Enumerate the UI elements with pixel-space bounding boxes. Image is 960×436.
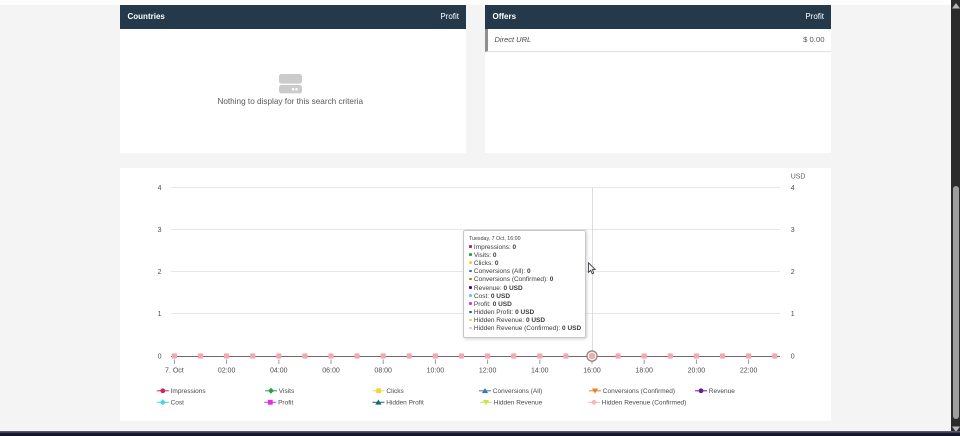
svg-text:06:00: 06:00 xyxy=(322,368,340,375)
svg-text:Visits: Visits xyxy=(279,388,295,395)
svg-text:3: 3 xyxy=(158,227,162,234)
svg-text:7. Oct: 7. Oct xyxy=(165,368,184,375)
svg-text:20:00: 20:00 xyxy=(688,368,706,375)
svg-text:2: 2 xyxy=(158,269,162,276)
svg-text:Hidden Revenue (Confirmed): Hidden Revenue (Confirmed) xyxy=(602,400,687,407)
svg-text:4: 4 xyxy=(791,185,795,192)
svg-text:Hidden Revenue: Hidden Revenue xyxy=(494,400,543,407)
svg-text:Profit: Profit xyxy=(278,400,293,407)
svg-text:3: 3 xyxy=(791,227,795,234)
svg-text:Cost: Cost xyxy=(171,400,185,407)
svg-text:10:00: 10:00 xyxy=(427,368,445,375)
svg-text:Clicks: Clicks xyxy=(386,388,404,395)
svg-text:Conversions (All): Conversions (All) xyxy=(493,388,543,395)
svg-text:Conversions (Confirmed): Conversions (Confirmed) xyxy=(603,388,675,395)
svg-text:Impressions: Impressions xyxy=(171,388,207,395)
svg-text:0: 0 xyxy=(791,354,795,361)
svg-text:4: 4 xyxy=(158,185,162,192)
svg-text:08:00: 08:00 xyxy=(374,368,392,375)
svg-text:USD: USD xyxy=(791,174,806,181)
svg-text:22:00: 22:00 xyxy=(740,368,758,375)
svg-text:0: 0 xyxy=(158,354,162,361)
svg-text:1: 1 xyxy=(791,311,795,318)
svg-text:04:00: 04:00 xyxy=(270,368,288,375)
svg-text:Revenue: Revenue xyxy=(709,388,735,395)
svg-text:18:00: 18:00 xyxy=(635,368,653,375)
svg-text:16:00: 16:00 xyxy=(583,368,601,375)
svg-text:Hidden Profit: Hidden Profit xyxy=(386,400,424,407)
svg-text:2: 2 xyxy=(791,269,795,276)
svg-text:14:00: 14:00 xyxy=(531,368,549,375)
svg-text:1: 1 xyxy=(158,311,162,318)
svg-text:02:00: 02:00 xyxy=(218,368,236,375)
svg-text:12:00: 12:00 xyxy=(479,368,497,375)
